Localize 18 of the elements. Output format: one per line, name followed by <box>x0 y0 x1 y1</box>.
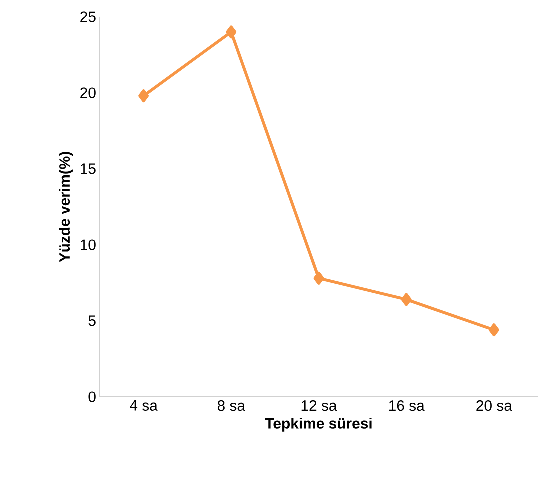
y-tick-label: 25 <box>80 12 96 22</box>
x-axis-title: Tepkime süresi <box>265 418 372 432</box>
y-tick-label: 0 <box>88 392 96 402</box>
x-tick-label: 20 sa <box>476 400 512 412</box>
y-tick-label: 15 <box>81 164 96 174</box>
y-tick-label: 20 <box>80 88 96 98</box>
x-tick-label: 16 sa <box>389 400 425 412</box>
x-tick-label: 4 sa <box>130 400 158 411</box>
point <box>401 293 412 306</box>
y-tick-label: 5 <box>88 316 96 326</box>
point <box>226 26 237 39</box>
y-axis-title: Yüzde verim(%) <box>59 152 74 262</box>
point <box>138 90 150 103</box>
point <box>314 272 324 285</box>
x-tick-label: 12 sa <box>302 400 338 412</box>
y-tick-label: 10 <box>81 240 96 250</box>
x-tick-label: 8 sa <box>218 400 246 412</box>
point <box>488 324 500 337</box>
